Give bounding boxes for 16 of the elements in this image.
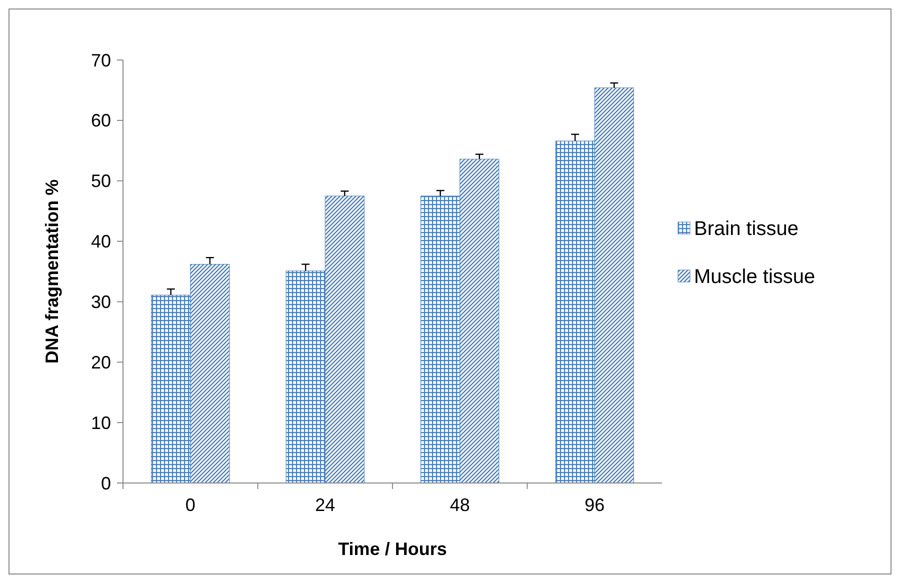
x-tick-label: 0 xyxy=(185,495,196,515)
legend-label: Muscle tissue xyxy=(694,266,816,288)
y-tick-label: 40 xyxy=(90,232,111,252)
y-tick-label: 60 xyxy=(90,110,111,131)
x-tick-label: 48 xyxy=(450,495,470,515)
y-tick-label: 30 xyxy=(90,292,111,312)
x-tick-label: 96 xyxy=(584,495,605,515)
y-axis-title: DNA fragmentation % xyxy=(42,179,62,364)
y-tick-label: 20 xyxy=(90,352,111,372)
y-tick-label: 70 xyxy=(90,50,111,70)
y-tick-label: 0 xyxy=(100,473,111,494)
x-axis-title: Time / Hours xyxy=(338,539,447,559)
y-tick-label: 10 xyxy=(90,412,111,433)
y-tick-label: 50 xyxy=(90,171,111,192)
legend-label: Brain tissue xyxy=(694,218,798,240)
x-tick-label: 24 xyxy=(315,495,336,515)
